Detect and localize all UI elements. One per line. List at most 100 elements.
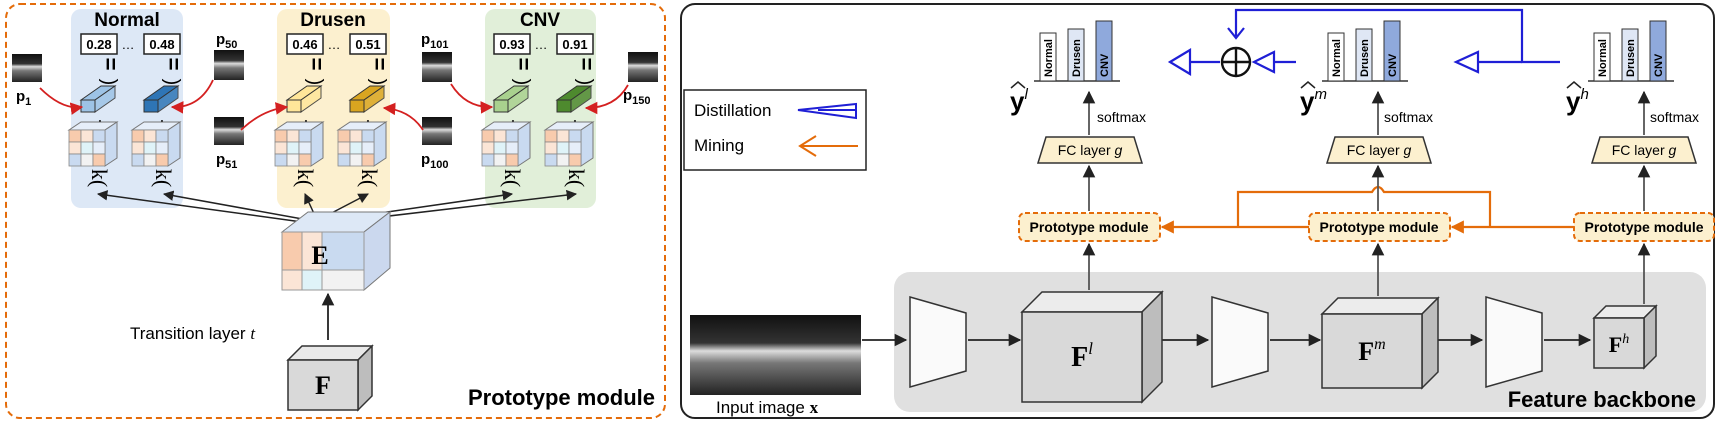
feature-to-proto-arrows [1082, 242, 1651, 304]
svg-text:‚: ‚ [160, 109, 164, 125]
svg-text:): ) [367, 79, 389, 86]
value-normal-2: 0.48 [149, 37, 174, 52]
grid-cube [130, 121, 182, 167]
svg-text:p50: p50 [216, 31, 237, 51]
svg-text:Fm: Fm [1358, 336, 1385, 366]
bar-label: CNV [1099, 53, 1111, 77]
eq: = [98, 58, 123, 71]
class-normal-title: Normal [94, 10, 159, 31]
transition-layer-label: Transition layer t [130, 324, 256, 343]
svg-text:Fl: Fl [1071, 339, 1093, 373]
value-drusen-1: 0.46 [292, 37, 317, 52]
grid-cube [543, 121, 595, 167]
equals-signs: = = = = = = [98, 58, 599, 71]
proto-module-l: Prototype module [1029, 219, 1148, 235]
output-bars: Normal Drusen CNV Normal Drusen CNV Normal Drus… [1034, 20, 1674, 82]
input-image-label: Input image x [716, 398, 819, 417]
value-cnv-1: 0.93 [499, 37, 524, 52]
output-labels: yl ym yh [1010, 81, 1589, 116]
proto-to-fc-arrows [1082, 90, 1651, 211]
value-cnv-2: 0.91 [562, 37, 587, 52]
prototype-cube [142, 85, 180, 113]
feature-cube-Fh: Fh [1592, 304, 1658, 370]
parens: ) ) ) ) ) ) [98, 79, 596, 86]
prototype-cube [79, 85, 117, 113]
softmax-h: softmax [1650, 109, 1699, 125]
grid-cube [336, 121, 388, 167]
prototype-cube [348, 85, 386, 113]
embedding-cube-E: E [280, 210, 392, 292]
softmax-labels: softmax softmax softmax [1097, 109, 1699, 125]
prototype-cube [492, 85, 530, 113]
input-image [690, 315, 861, 395]
grid-cube [67, 121, 119, 167]
fc-layer-l: FC layer g [1058, 142, 1123, 158]
value-boxes: 0.28 … 0.48 0.46 … 0.51 0.93 … 0.91 [80, 33, 594, 55]
fc-layer-m: FC layer g [1347, 142, 1412, 158]
grid-cube [480, 121, 532, 167]
svg-text:‚: ‚ [304, 109, 308, 125]
svg-text:‚: ‚ [511, 109, 515, 125]
embedding-label: E [311, 241, 328, 270]
dots: … [122, 37, 135, 52]
kappa-labels: k( k( k( k( k( k( [87, 169, 589, 187]
bar-label: Normal [1043, 39, 1055, 77]
legend: Distillation Mining [683, 89, 867, 171]
eq: = [161, 58, 186, 71]
output-bar [1067, 28, 1085, 82]
bar-label: Normal [1597, 39, 1609, 77]
prototype-cube [285, 85, 323, 113]
output-bar [1593, 32, 1611, 82]
eq: = [367, 58, 392, 71]
svg-text:p101: p101 [421, 31, 449, 51]
dots: … [535, 37, 548, 52]
kappa: k( [151, 169, 176, 187]
svg-text:p51: p51 [216, 151, 237, 171]
svg-text:‚: ‚ [98, 109, 102, 125]
svg-text:p150: p150 [623, 87, 651, 107]
proto-module-h: Prototype module [1584, 219, 1703, 235]
feature-cube-Fm: Fm [1320, 296, 1440, 390]
svg-text:): ) [511, 79, 533, 86]
output-bar [1621, 28, 1639, 82]
output-yh: yh [1566, 86, 1589, 116]
thumb-p100 [422, 117, 452, 145]
prototype-module-panel: Normal Drusen CNV 0.28 … 0.48 0.46 … 0.5… [5, 3, 666, 419]
thumb-p101 [422, 52, 452, 82]
output-bar [1327, 32, 1345, 82]
distillation-arrows [1167, 8, 1560, 76]
feature-F-label: F [315, 371, 331, 400]
dots: … [328, 37, 341, 52]
output-yl: yl [1010, 86, 1028, 116]
eq: = [304, 58, 329, 71]
thumb-p1 [12, 54, 42, 82]
value-normal-1: 0.28 [86, 37, 111, 52]
prototype-thumbnails [12, 50, 658, 145]
bar-label: CNV [1653, 53, 1665, 77]
bar-label: Drusen [1359, 39, 1371, 77]
kappa: k( [357, 169, 382, 187]
feature-backbone-panel: Distillation Mining Feature backbone Inp… [680, 3, 1715, 419]
svg-text:‚: ‚ [573, 109, 577, 125]
eq: = [574, 58, 599, 71]
bar-label: Drusen [1071, 39, 1083, 77]
bar-label: Drusen [1625, 39, 1637, 77]
value-drusen-2: 0.51 [355, 37, 380, 52]
kappa: k( [293, 169, 318, 187]
feature-backbone-title: Feature backbone [1508, 387, 1696, 412]
oplus-icon [1220, 46, 1252, 78]
svg-text:): ) [161, 79, 183, 86]
kappa: k( [564, 169, 589, 187]
softmax-l: softmax [1097, 109, 1146, 125]
svg-text:): ) [98, 79, 120, 86]
thumb-p150 [628, 52, 658, 82]
prototype-cube [555, 85, 593, 113]
fc-layers: FC layer g FC layer g FC layer g [1036, 136, 1698, 164]
bar-chart: Normal Drusen CNV [1588, 20, 1674, 82]
feature-grid-cubes [67, 121, 595, 167]
proto-module-m: Prototype module [1319, 219, 1438, 235]
bar-chart: Normal Drusen CNV [1322, 20, 1408, 82]
prototype-labels: p1 p50 p51 p100 p101 p150 [16, 31, 651, 171]
bar-label: CNV [1387, 53, 1399, 77]
